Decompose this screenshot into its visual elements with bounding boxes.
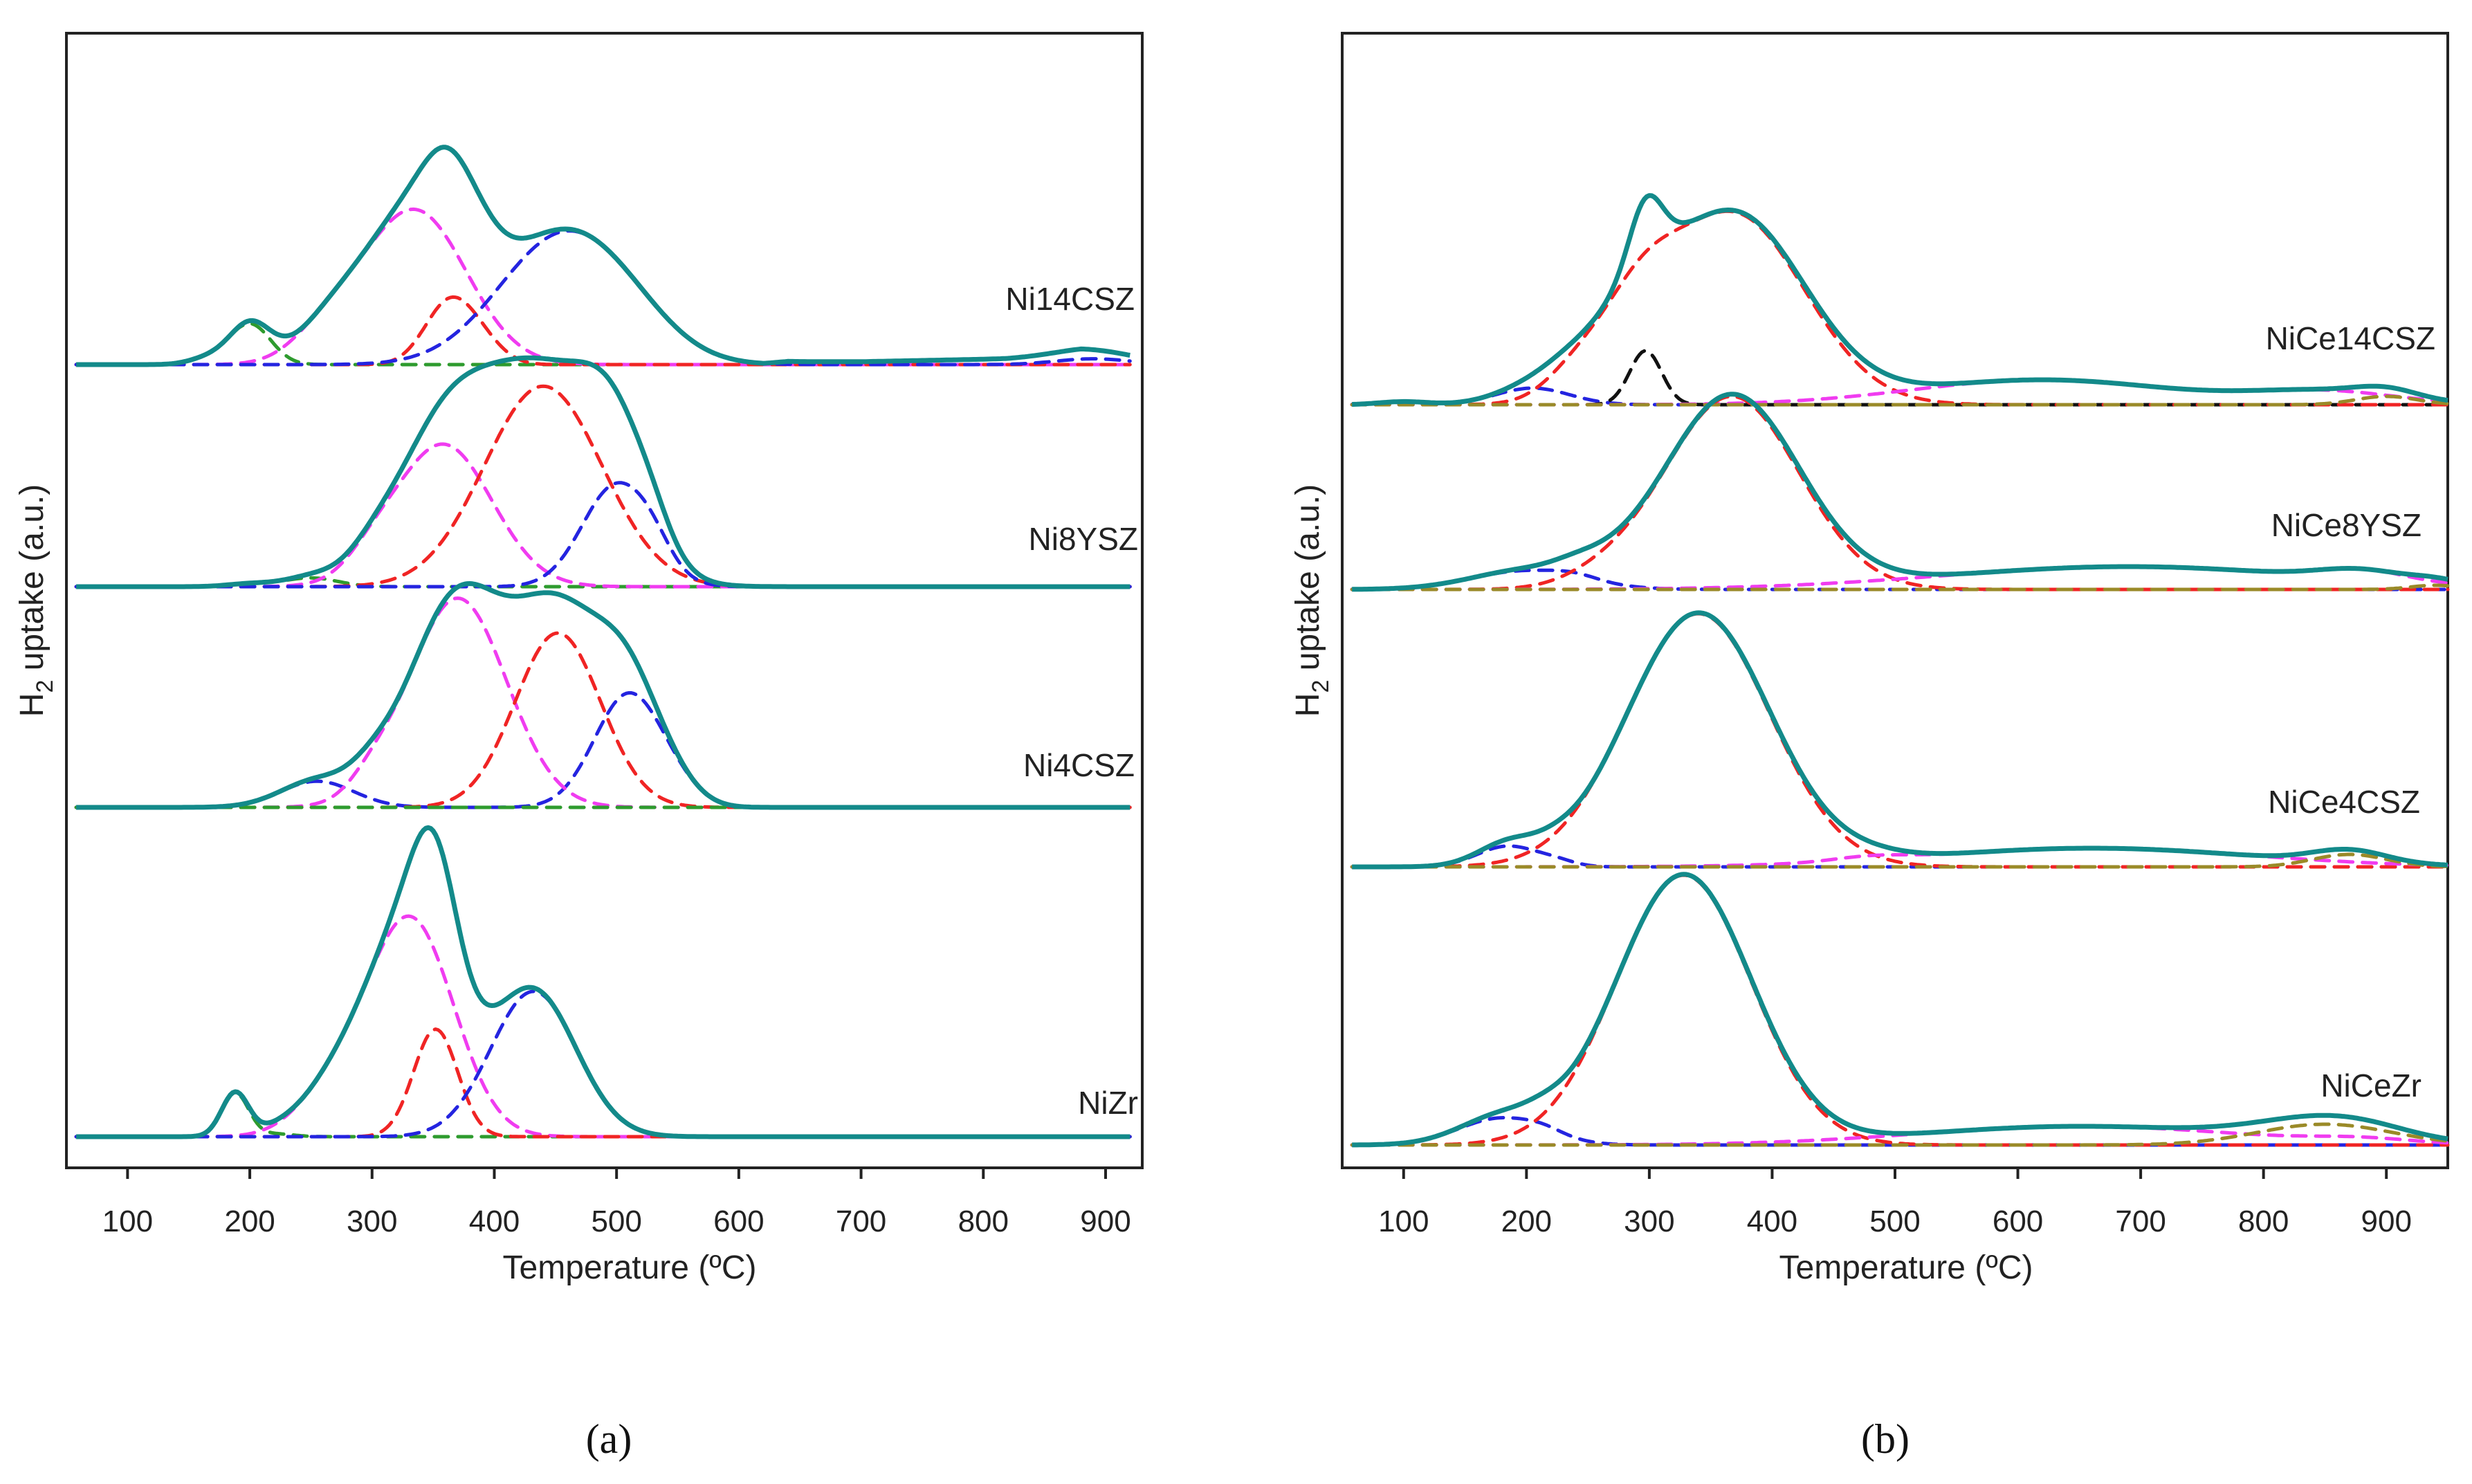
sample-nicezr xyxy=(1350,872,2450,1148)
total-profile-line xyxy=(1352,392,2448,592)
sample-label-nicezr: NiCeZr xyxy=(2320,1068,2421,1103)
x-tick-label: 500 xyxy=(591,1204,641,1238)
panel-label-b: (b) xyxy=(1861,1416,1910,1462)
component-red-line xyxy=(1350,612,2450,869)
x-tick-label: 700 xyxy=(836,1204,886,1238)
series-curves xyxy=(74,145,1132,1139)
sample-label-nizr: NiZr xyxy=(1078,1085,1138,1121)
component-blue-line xyxy=(74,229,1132,367)
sample-label-nice8ysz: NiCe8YSZ xyxy=(2271,507,2421,543)
sample-label-ni4csz: Ni4CSZ xyxy=(1023,747,1135,783)
component-olive-line xyxy=(1350,1122,2450,1147)
component-blue-line xyxy=(74,481,1132,589)
total-profile-line xyxy=(76,581,1130,810)
component-olive-line xyxy=(1350,394,2450,407)
x-tick-label: 200 xyxy=(1501,1204,1552,1238)
x-tick-label: 500 xyxy=(1869,1204,1920,1238)
x-tick-label: 900 xyxy=(1080,1204,1130,1238)
x-tick-label: 700 xyxy=(2115,1204,2166,1238)
series-curves xyxy=(1350,193,2450,1148)
sample-labels: Ni14CSZ Ni8YSZ Ni4CSZ NiZr xyxy=(1005,281,1138,1121)
sample-ni8ysz xyxy=(74,355,1132,589)
total-profile-line xyxy=(76,145,1130,367)
plot-frame xyxy=(1341,32,2449,1169)
component-magenta-line xyxy=(1350,565,2450,592)
plot-frame xyxy=(65,32,1144,1169)
x-tick-label: 600 xyxy=(1993,1204,2043,1238)
x-axis-ticks xyxy=(126,1168,1107,1179)
sample-label-nice14csz: NiCe14CSZ xyxy=(2266,320,2435,356)
x-tick-label: 300 xyxy=(347,1204,397,1238)
sample-label-nice4csz: NiCe4CSZ xyxy=(2268,784,2420,820)
x-axis-label: Temperature (ºC) xyxy=(1779,1249,2033,1286)
component-red-line xyxy=(1350,209,2450,407)
component-magenta-line xyxy=(74,596,1132,809)
component-red-line xyxy=(74,1027,1132,1139)
x-tick-label: 900 xyxy=(2361,1204,2412,1238)
x-tick-label: 100 xyxy=(1378,1204,1429,1238)
x-tick-label: 200 xyxy=(224,1204,275,1238)
x-tick-label: 400 xyxy=(469,1204,520,1238)
x-axis-ticks xyxy=(1402,1168,2388,1179)
y-axis-label: H2 uptake (a.u.) xyxy=(14,484,58,717)
sample-ni14csz xyxy=(74,145,1132,367)
component-magenta-line xyxy=(74,207,1132,367)
component-red-line xyxy=(74,384,1132,589)
sample-nice8ysz xyxy=(1350,392,2450,592)
sample-label-ni14csz: Ni14CSZ xyxy=(1005,281,1135,317)
x-tick-label: 300 xyxy=(1624,1204,1674,1238)
x-tick-label: 600 xyxy=(713,1204,764,1238)
component-olive-line xyxy=(1350,583,2450,592)
panel-b: 100 200 300 400 500 600 700 800 900 Temp… xyxy=(1290,32,2450,1462)
x-axis-tick-labels: 100 200 300 400 500 600 700 800 900 xyxy=(102,1204,1131,1238)
sample-nizr xyxy=(74,825,1132,1139)
component-red-line xyxy=(1350,394,2450,592)
total-profile-line xyxy=(1352,610,2448,870)
x-axis-label: Temperature (ºC) xyxy=(503,1249,757,1286)
sample-ni4csz xyxy=(74,581,1132,810)
panel-label-a: (a) xyxy=(586,1416,632,1462)
x-tick-label: 800 xyxy=(2238,1204,2289,1238)
sample-labels: NiCe14CSZ NiCe8YSZ NiCe4CSZ NiCeZr xyxy=(2266,320,2435,1103)
component-olive-line xyxy=(1350,852,2450,869)
x-axis-tick-labels: 100 200 300 400 500 600 700 800 900 xyxy=(1378,1204,2412,1238)
total-profile-line xyxy=(76,355,1130,589)
component-magenta-line xyxy=(74,914,1132,1139)
total-profile-line xyxy=(1352,872,2448,1148)
panel-a: 100 200 300 400 500 600 700 800 900 Temp… xyxy=(14,32,1144,1462)
sample-nice4csz xyxy=(1350,610,2450,870)
total-profile-line xyxy=(76,825,1130,1139)
x-tick-label: 400 xyxy=(1747,1204,1797,1238)
sample-label-ni8ysz: Ni8YSZ xyxy=(1029,521,1138,557)
x-tick-label: 100 xyxy=(102,1204,153,1238)
x-tick-label: 800 xyxy=(958,1204,1009,1238)
sample-nice14csz xyxy=(1350,193,2450,407)
component-magenta-line xyxy=(1350,378,2450,407)
component-magenta-line xyxy=(1350,846,2450,869)
component-blue-line xyxy=(74,989,1132,1139)
total-profile-line xyxy=(1352,193,2448,407)
y-axis-label: H2 uptake (a.u.) xyxy=(1290,484,1334,717)
